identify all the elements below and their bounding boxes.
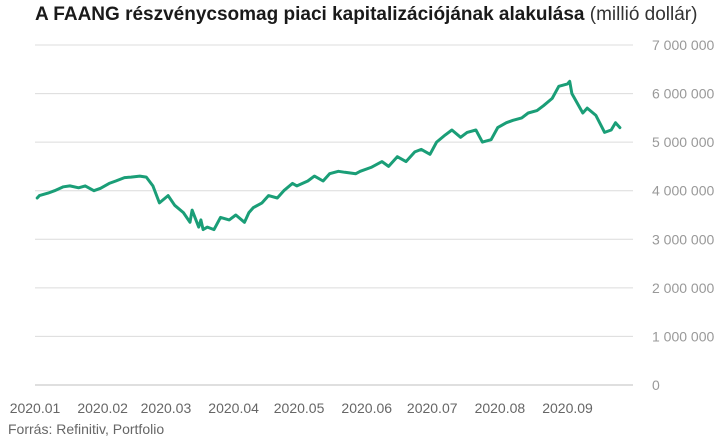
x-tick-label: 2020.04 [208, 400, 259, 416]
x-tick-label: 2020.05 [274, 400, 325, 416]
chart-title-main: A FAANG részvénycsomag piaci kapitalizác… [35, 4, 585, 25]
x-tick-label: 2020.01 [10, 400, 61, 416]
y-tick-label: 5 000 000 [652, 134, 714, 150]
y-tick-label: 7 000 000 [652, 37, 714, 53]
y-tick-label: 4 000 000 [652, 183, 714, 199]
x-tick-label: 2020.03 [141, 400, 192, 416]
y-tick-label: 1 000 000 [652, 328, 714, 344]
y-tick-label: 2 000 000 [652, 280, 714, 296]
y-tick-label: 0 [652, 377, 660, 393]
x-tick-label: 2020.08 [475, 400, 526, 416]
source-note: Forrás: Refinitiv, Portfolio [8, 421, 165, 437]
series-line [35, 79, 622, 232]
chart-title-unit: (millió dollár) [589, 4, 698, 25]
x-tick-label: 2020.02 [77, 400, 128, 416]
y-tick-label: 3 000 000 [652, 231, 714, 247]
x-tick-label: 2020.09 [542, 400, 593, 416]
y-tick-label: 6 000 000 [652, 86, 714, 102]
chart-title: A FAANG részvénycsomag piaci kapitalizác… [35, 4, 697, 26]
x-tick-label: 2020.06 [341, 400, 392, 416]
x-tick-label: 2020.07 [407, 400, 458, 416]
